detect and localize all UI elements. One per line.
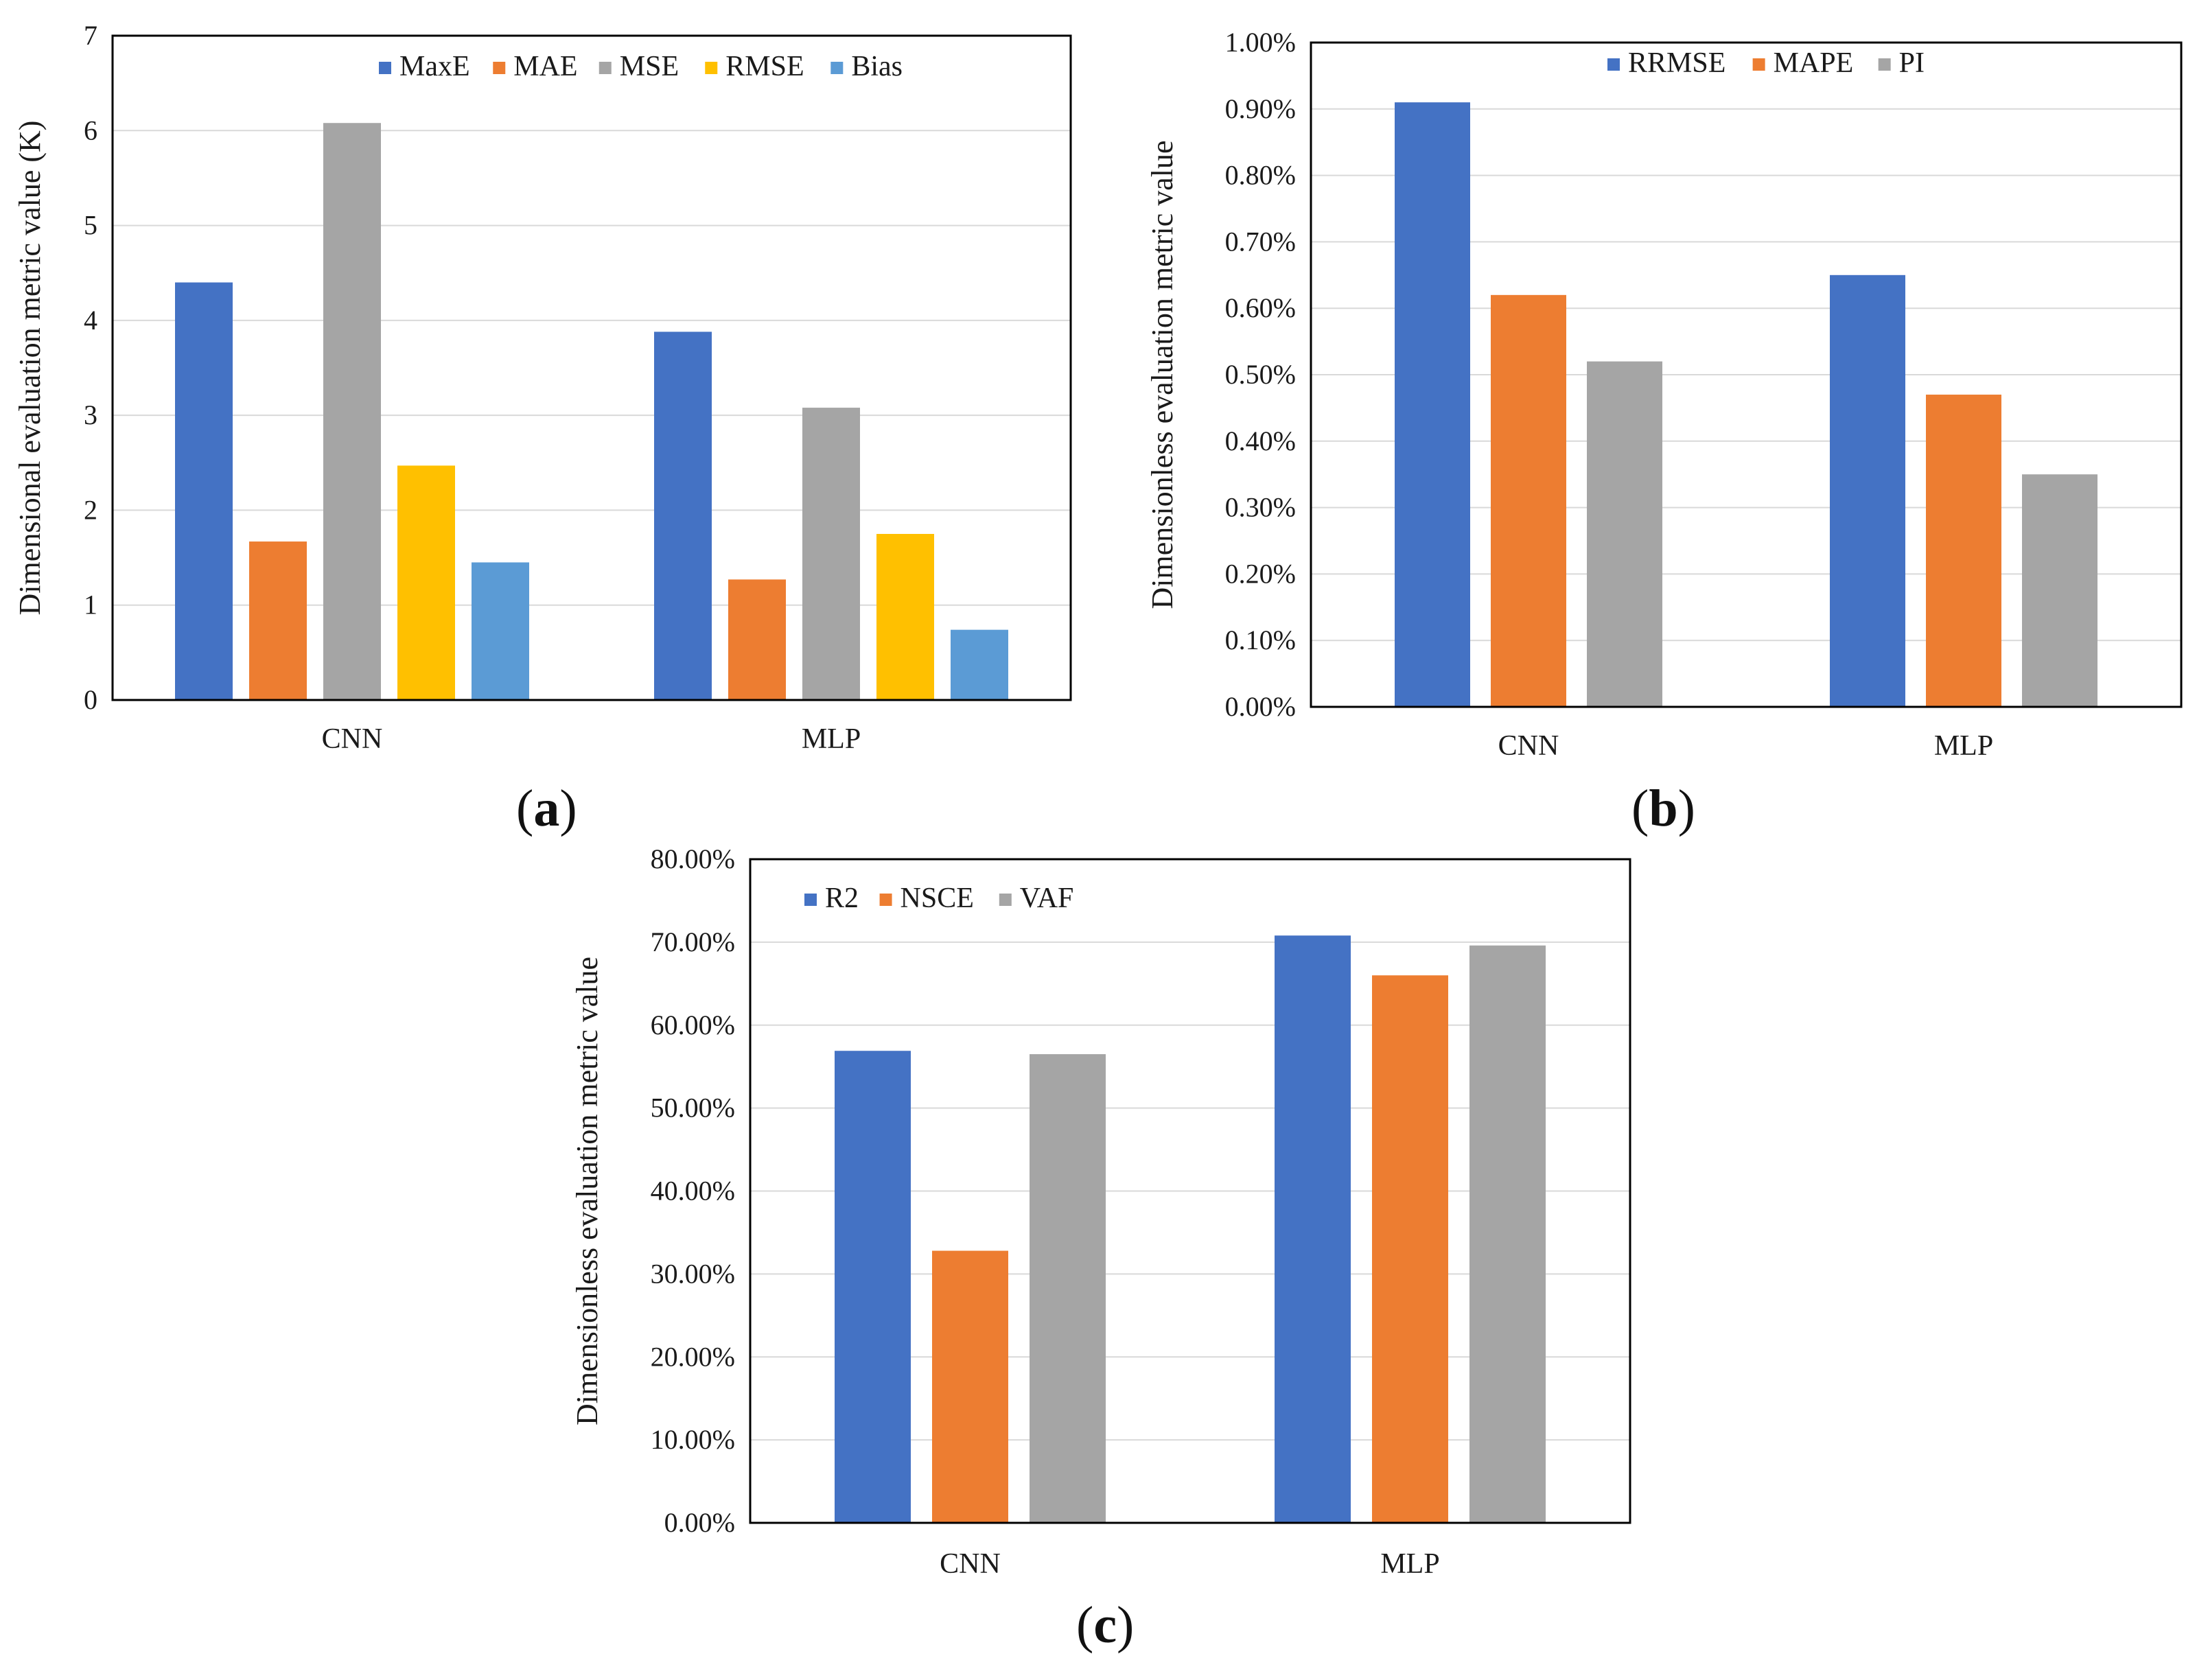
panel-a-x-category-label: CNN (322, 723, 383, 755)
panel-a-legend-label: Bias (851, 51, 903, 82)
panel-a-bar-mse-mlp (802, 408, 860, 700)
panel-a-y-tick-label: 4 (84, 305, 97, 336)
panel-c-legend-swatch (804, 894, 817, 906)
caption-close-paren: ) (559, 780, 577, 837)
panel-b-y-tick-label: 0.50% (1225, 359, 1296, 390)
panel-c-bar-vaf-mlp (1469, 945, 1546, 1523)
panel-b-bar-mape-mlp (1926, 395, 2001, 707)
panel-b-y-tick-label: 0.00% (1225, 691, 1296, 722)
panel-a-y-tick-label: 0 (84, 684, 97, 715)
panel-b-x-category-label: CNN (1498, 730, 1559, 762)
panel-c-x-category-label: MLP (1380, 1548, 1439, 1580)
panel-b-legend-label: MAPE (1774, 47, 1854, 79)
panel-c-bar-nsce-cnn (932, 1250, 1008, 1523)
panel-a-legend-label: MaxE (399, 51, 470, 82)
panel-a-legend-label: RMSE (725, 51, 804, 82)
panel-a-legend-swatch (493, 62, 506, 74)
panel-c-y-tick-label: 50.00% (651, 1093, 735, 1123)
panel-a-y-tick-label: 2 (84, 494, 97, 525)
panel-caption-a: (a) (516, 782, 577, 835)
panel-b-y-tick-label: 0.80% (1225, 160, 1296, 191)
panel-a-y-axis-label: Dimensional evaluation metric value (K) (13, 121, 47, 616)
panel-c-y-tick-label: 40.00% (651, 1176, 735, 1206)
caption-open-paren: ( (1631, 780, 1649, 837)
caption-open-paren: ( (516, 780, 534, 837)
panel-a-legend-swatch (830, 62, 844, 74)
panel-b-y-tick-label: 0.90% (1225, 93, 1296, 124)
panel-b-legend-label: RRMSE (1628, 47, 1725, 79)
panel-a-y-tick-label: 3 (84, 399, 97, 430)
panel-a-bar-rmse-mlp (876, 534, 934, 700)
panel-c-y-axis-label: Dimensionless evaluation metric value (570, 957, 604, 1425)
panel-a-y-tick-label: 1 (84, 590, 97, 620)
panel-b-bar-pi-mlp (2022, 474, 2097, 707)
panel-c-plot-frame (749, 858, 1631, 1524)
panel-b-legend-swatch (1752, 58, 1765, 71)
panel-a-y-tick-label: 5 (84, 210, 97, 241)
panel-c-y-tick-label: 20.00% (651, 1341, 735, 1372)
panel-c-y-tick-label: 30.00% (651, 1258, 735, 1289)
panel-a-x-category-label: MLP (802, 723, 861, 755)
panel-caption-c: (c) (1076, 1599, 1134, 1651)
panel-c-legend-label: VAF (1020, 883, 1074, 914)
panel-a-bar-maxe-cnn (175, 282, 233, 700)
panel-c-bar-vaf-cnn (1030, 1054, 1106, 1523)
panel-b-y-tick-label: 0.60% (1225, 292, 1296, 323)
panel-b-bar-rrmse-cnn (1395, 102, 1470, 707)
panel-c-bar-nsce-mlp (1372, 975, 1448, 1523)
panel-b-y-tick-label: 0.40% (1225, 425, 1296, 456)
panel-a-bar-bias-cnn (472, 562, 529, 700)
panel-b-legend-label: PI (1899, 47, 1925, 79)
panel-a-bar-rmse-cnn (397, 465, 455, 700)
panel-c-legend-swatch (879, 894, 892, 906)
panel-c-y-tick-label: 10.00% (651, 1424, 735, 1455)
panel-c-bar-r2-mlp (1275, 935, 1351, 1523)
caption-letter: b (1649, 780, 1678, 837)
panel-b-y-axis-label: Dimensionless evaluation metric value (1146, 140, 1179, 609)
panel-c-bar-r2-cnn (835, 1051, 911, 1523)
panel-b-bar-mape-cnn (1491, 294, 1566, 708)
panel-a-plot-frame (111, 34, 1072, 701)
panel-a-bar-mse-cnn (323, 123, 381, 701)
panel-b-x-category-label: MLP (1934, 730, 1993, 762)
panel-b-y-tick-label: 0.10% (1225, 625, 1296, 655)
panel-a-legend-swatch (705, 62, 718, 74)
panel-b-y-tick-label: 0.30% (1225, 492, 1296, 523)
panel-b-y-tick-label: 0.70% (1225, 226, 1296, 257)
panel-a-bar-bias-mlp (951, 629, 1008, 700)
caption-letter: a (533, 780, 560, 837)
panel-b-plot-frame (1310, 41, 2183, 708)
panel-a-legend-swatch (599, 62, 612, 74)
panel-c-legend-swatch (999, 894, 1012, 906)
panel-c-y-tick-label: 60.00% (651, 1010, 735, 1040)
panel-c-y-tick-label: 80.00% (651, 843, 735, 874)
panel-a-legend-swatch (379, 62, 391, 74)
panel-a-legend-label: MSE (620, 51, 679, 82)
panel-caption-b: (b) (1631, 782, 1695, 835)
panel-c-legend-label: NSCE (900, 883, 974, 914)
caption-close-paren: ) (1117, 1596, 1135, 1654)
panel-b-y-tick-label: 1.00% (1225, 27, 1296, 58)
panel-a-bar-maxe-mlp (654, 331, 712, 700)
panel-b-legend-swatch (1878, 58, 1891, 71)
panel-b-bar-rrmse-mlp (1830, 275, 1905, 707)
panel-b-bar-pi-cnn (1587, 361, 1662, 707)
panel-c-y-tick-label: 0.00% (664, 1507, 735, 1538)
caption-letter: c (1093, 1596, 1117, 1654)
panel-c-y-tick-label: 70.00% (651, 926, 735, 957)
panel-a-y-tick-label: 7 (84, 20, 97, 51)
panel-b-legend-swatch (1607, 58, 1620, 71)
caption-open-paren: ( (1076, 1596, 1094, 1654)
caption-close-paren: ) (1677, 780, 1695, 837)
panel-a-bar-mae-cnn (249, 541, 307, 700)
panel-a-legend-label: MAE (513, 51, 577, 82)
panel-c-legend-label: R2 (825, 883, 859, 914)
panel-a-y-tick-label: 6 (84, 115, 97, 145)
panel-b-y-tick-label: 0.20% (1225, 558, 1296, 589)
panel-a-bar-mae-mlp (728, 579, 786, 700)
panel-c-x-category-label: CNN (940, 1548, 1001, 1580)
